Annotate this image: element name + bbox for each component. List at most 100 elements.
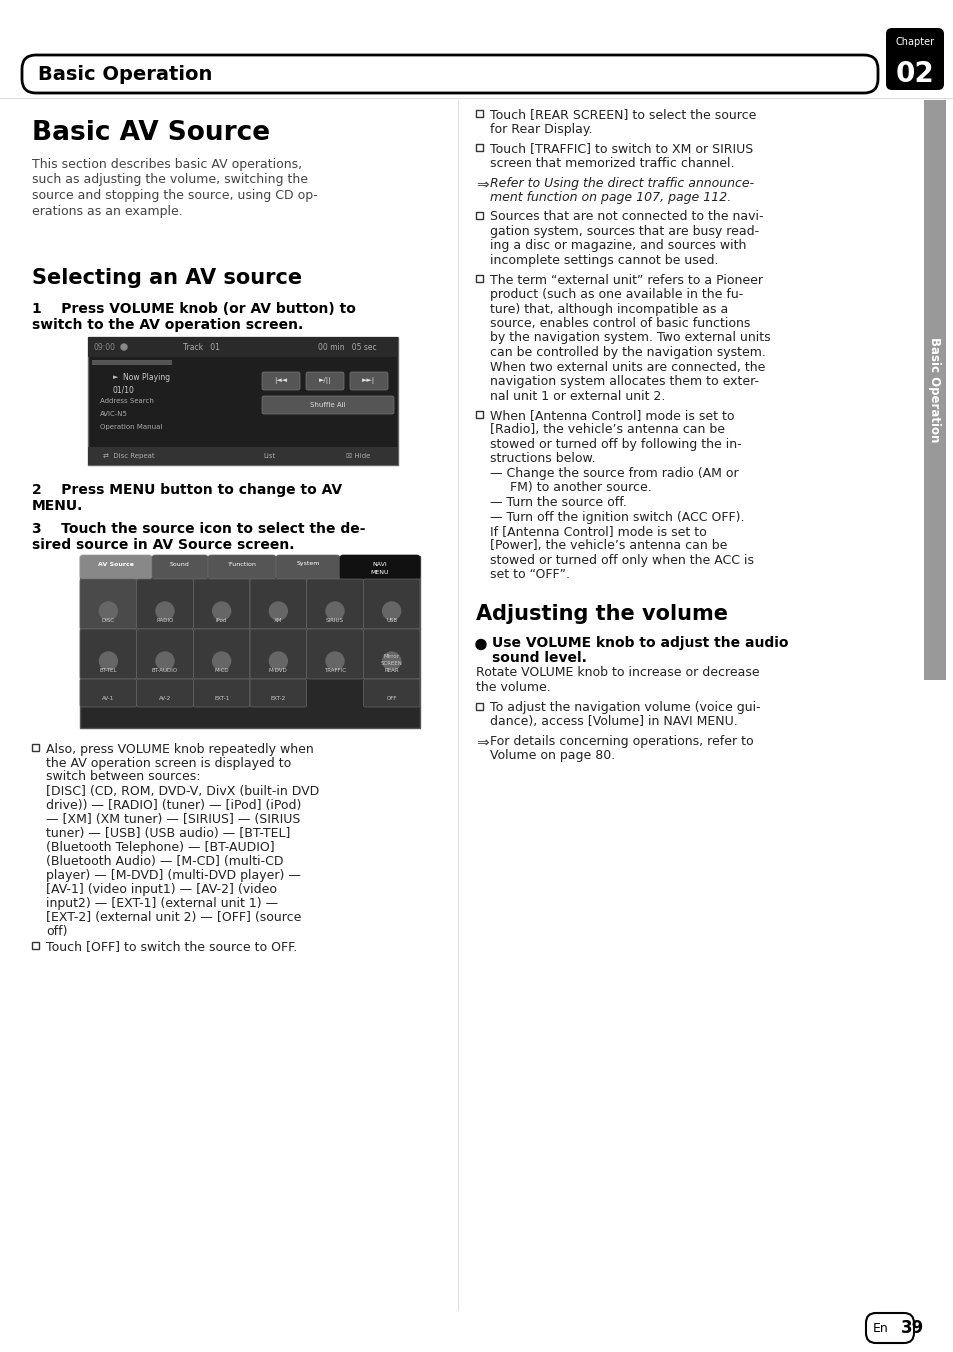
- Bar: [32, 744, 39, 750]
- Text: To adjust the navigation volume (voice gui-: To adjust the navigation volume (voice g…: [490, 700, 760, 714]
- Circle shape: [326, 602, 344, 621]
- Text: player) — [M-DVD] (multi-DVD player) —: player) — [M-DVD] (multi-DVD player) —: [46, 868, 300, 882]
- Text: Use VOLUME knob to adjust the audio: Use VOLUME knob to adjust the audio: [492, 637, 788, 650]
- Text: for Rear Display.: for Rear Display.: [490, 123, 592, 137]
- Text: such as adjusting the volume, switching the: such as adjusting the volume, switching …: [32, 173, 308, 187]
- Circle shape: [99, 652, 117, 671]
- Text: SIRIUS: SIRIUS: [326, 618, 344, 623]
- Circle shape: [213, 652, 231, 671]
- Text: gation system, sources that are busy read-: gation system, sources that are busy rea…: [490, 224, 759, 238]
- Text: iPod: iPod: [215, 618, 227, 623]
- Bar: [476, 212, 482, 219]
- Text: erations as an example.: erations as an example.: [32, 204, 183, 218]
- Circle shape: [121, 343, 127, 350]
- Text: input2) — [EXT-1] (external unit 1) —: input2) — [EXT-1] (external unit 1) —: [46, 896, 278, 910]
- Text: drive)) — [RADIO] (tuner) — [iPod] (iPod): drive)) — [RADIO] (tuner) — [iPod] (iPod…: [46, 799, 301, 811]
- Text: tuner) — [USB] (USB audio) — [BT-TEL]: tuner) — [USB] (USB audio) — [BT-TEL]: [46, 826, 290, 840]
- FancyBboxPatch shape: [363, 629, 419, 679]
- Text: Volume on page 80.: Volume on page 80.: [490, 749, 615, 763]
- Text: USB: USB: [386, 618, 396, 623]
- Text: Also, press VOLUME knob repeatedly when: Also, press VOLUME knob repeatedly when: [46, 742, 314, 756]
- Text: — Change the source from radio (AM or: — Change the source from radio (AM or: [490, 466, 738, 480]
- Text: 01/10: 01/10: [112, 385, 134, 395]
- Text: AV Source: AV Source: [98, 561, 133, 566]
- Text: NAVI: NAVI: [373, 561, 387, 566]
- Text: BT-TEL: BT-TEL: [99, 668, 117, 673]
- Text: DISC: DISC: [102, 618, 114, 623]
- Text: off): off): [46, 925, 68, 937]
- Text: 39: 39: [901, 1320, 923, 1337]
- Bar: [476, 145, 482, 151]
- Text: ►: ►: [112, 375, 118, 380]
- Text: source, enables control of basic functions: source, enables control of basic functio…: [490, 316, 750, 330]
- Circle shape: [213, 602, 231, 621]
- FancyBboxPatch shape: [193, 679, 250, 707]
- FancyBboxPatch shape: [306, 579, 363, 629]
- Text: — Turn the source off.: — Turn the source off.: [490, 496, 626, 508]
- FancyBboxPatch shape: [350, 372, 388, 389]
- Text: For details concerning operations, refer to: For details concerning operations, refer…: [490, 735, 753, 748]
- FancyBboxPatch shape: [865, 1313, 913, 1343]
- Text: ment function on page 107, page 112.: ment function on page 107, page 112.: [490, 191, 731, 204]
- Text: 00 min   05 sec: 00 min 05 sec: [317, 342, 376, 352]
- Text: Rotate VOLUME knob to increase or decrease: Rotate VOLUME knob to increase or decrea…: [476, 667, 759, 679]
- Text: En: En: [872, 1321, 888, 1334]
- Text: ☒ Hide: ☒ Hide: [346, 453, 370, 458]
- Text: This section describes basic AV operations,: This section describes basic AV operatio…: [32, 158, 302, 170]
- Text: List: List: [263, 453, 275, 458]
- Text: If [Antenna Control] mode is set to: If [Antenna Control] mode is set to: [490, 525, 706, 538]
- Text: MENU.: MENU.: [32, 499, 83, 512]
- Text: 3    Touch the source icon to select the de-: 3 Touch the source icon to select the de…: [32, 522, 365, 535]
- FancyBboxPatch shape: [208, 556, 275, 579]
- Text: AV-2: AV-2: [159, 696, 171, 700]
- Text: screen that memorized traffic channel.: screen that memorized traffic channel.: [490, 157, 734, 170]
- Text: Mirror: Mirror: [383, 654, 399, 658]
- Text: navigation system allocates them to exter-: navigation system allocates them to exte…: [490, 375, 759, 388]
- Text: Touch [OFF] to switch the source to OFF.: Touch [OFF] to switch the source to OFF.: [46, 941, 297, 953]
- Bar: [88, 448, 397, 465]
- Bar: [32, 942, 39, 949]
- Text: Sources that are not connected to the navi-: Sources that are not connected to the na…: [490, 211, 762, 223]
- Circle shape: [382, 602, 400, 621]
- Text: BT-AUDIO: BT-AUDIO: [152, 668, 178, 673]
- FancyBboxPatch shape: [250, 579, 306, 629]
- Text: ing a disc or magazine, and sources with: ing a disc or magazine, and sources with: [490, 239, 745, 253]
- Text: dance), access [Volume] in NAVI MENU.: dance), access [Volume] in NAVI MENU.: [490, 715, 737, 727]
- Circle shape: [476, 639, 485, 649]
- Text: the AV operation screen is displayed to: the AV operation screen is displayed to: [46, 757, 291, 769]
- FancyBboxPatch shape: [262, 372, 299, 389]
- FancyBboxPatch shape: [136, 679, 193, 707]
- Text: SCREEN: SCREEN: [380, 661, 402, 667]
- Text: [Radio], the vehicle’s antenna can be: [Radio], the vehicle’s antenna can be: [490, 423, 724, 437]
- Text: RADIO: RADIO: [156, 618, 173, 623]
- Text: REAR: REAR: [384, 668, 398, 673]
- Bar: [923, 100, 945, 680]
- Text: EXT-2: EXT-2: [271, 696, 286, 700]
- FancyBboxPatch shape: [250, 679, 306, 707]
- FancyBboxPatch shape: [339, 556, 419, 579]
- FancyBboxPatch shape: [80, 556, 152, 579]
- FancyBboxPatch shape: [22, 55, 877, 93]
- Text: Basic Operation: Basic Operation: [38, 65, 213, 84]
- FancyBboxPatch shape: [80, 579, 136, 629]
- Text: Now Playing: Now Playing: [123, 373, 170, 381]
- Text: stowed or turned off by following the in-: stowed or turned off by following the in…: [490, 438, 740, 452]
- Text: stowed or turned off only when the ACC is: stowed or turned off only when the ACC i…: [490, 554, 753, 566]
- Text: switch to the AV operation screen.: switch to the AV operation screen.: [32, 318, 303, 333]
- FancyBboxPatch shape: [306, 372, 344, 389]
- Text: (Bluetooth Telephone) — [BT-AUDIO]: (Bluetooth Telephone) — [BT-AUDIO]: [46, 841, 274, 853]
- Text: Address Search: Address Search: [100, 397, 153, 404]
- Text: product (such as one available in the fu-: product (such as one available in the fu…: [490, 288, 742, 301]
- Text: (Bluetooth Audio) — [M-CD] (multi-CD: (Bluetooth Audio) — [M-CD] (multi-CD: [46, 854, 283, 868]
- Text: — [XM] (XM tuner) — [SIRIUS] — (SIRIUS: — [XM] (XM tuner) — [SIRIUS] — (SIRIUS: [46, 813, 300, 826]
- Text: 2    Press MENU button to change to AV: 2 Press MENU button to change to AV: [32, 483, 342, 498]
- Bar: [476, 411, 482, 418]
- FancyBboxPatch shape: [136, 629, 193, 679]
- Bar: [476, 703, 482, 710]
- Text: Adjusting the volume: Adjusting the volume: [476, 603, 727, 623]
- Text: AVIC-N5: AVIC-N5: [100, 411, 128, 416]
- Text: Chapter: Chapter: [895, 37, 934, 47]
- Text: M-DVD: M-DVD: [269, 668, 288, 673]
- Text: sired source in AV Source screen.: sired source in AV Source screen.: [32, 538, 294, 552]
- Text: [EXT-2] (external unit 2) — [OFF] (source: [EXT-2] (external unit 2) — [OFF] (sourc…: [46, 910, 301, 923]
